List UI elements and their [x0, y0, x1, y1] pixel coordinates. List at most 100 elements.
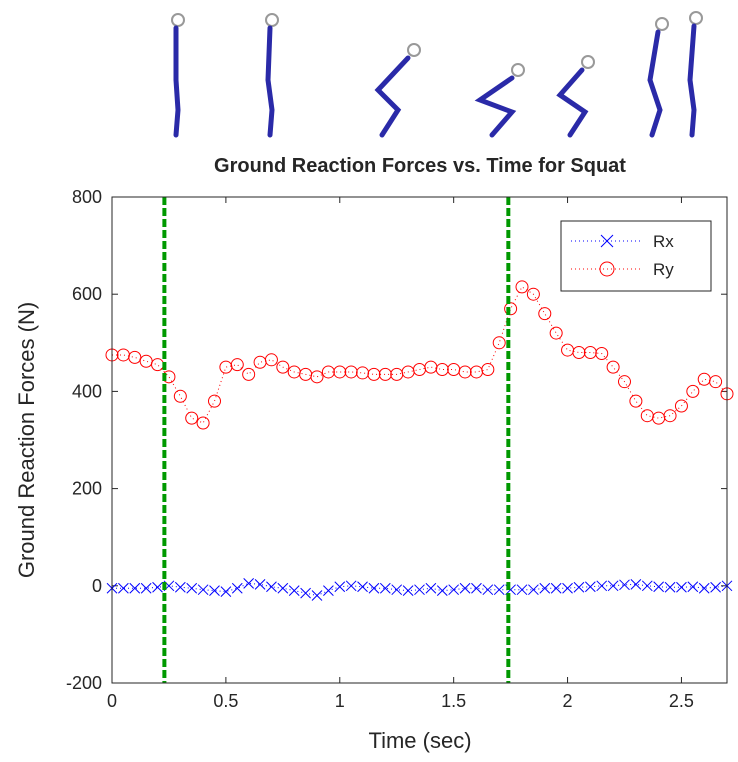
- marker: [526, 287, 540, 301]
- marker: [687, 581, 699, 593]
- marker: [664, 581, 676, 593]
- marker: [414, 584, 425, 596]
- marker: [323, 585, 334, 597]
- marker: [311, 590, 323, 601]
- marker: [264, 353, 278, 367]
- marker: [619, 579, 630, 591]
- marker: [676, 581, 687, 593]
- legend-label: Rx: [653, 232, 674, 251]
- x-tick-label: 2.5: [669, 691, 694, 711]
- y-tick-label: 600: [72, 284, 102, 304]
- marker: [185, 411, 199, 425]
- marker: [607, 580, 619, 592]
- marker: [173, 389, 187, 403]
- marker: [674, 399, 688, 413]
- legend-label: Ry: [653, 260, 674, 279]
- y-axis-label: Ground Reaction Forces (N): [14, 302, 39, 578]
- marker: [425, 582, 437, 594]
- marker: [391, 584, 403, 596]
- marker: [197, 584, 209, 596]
- marker: [140, 582, 152, 594]
- y-tick-label: 0: [92, 576, 102, 596]
- chart-title: Ground Reaction Forces vs. Time for Squa…: [214, 155, 626, 177]
- marker: [300, 587, 311, 599]
- marker: [528, 584, 539, 596]
- marker: [448, 584, 460, 596]
- marker: [458, 365, 472, 379]
- marker: [583, 346, 597, 360]
- marker: [174, 581, 186, 593]
- marker: [334, 581, 346, 593]
- marker: [492, 336, 506, 350]
- marker: [220, 586, 232, 597]
- marker: [231, 582, 243, 594]
- marker: [266, 581, 277, 593]
- marker: [641, 580, 653, 592]
- marker: [618, 375, 631, 389]
- marker: [459, 582, 471, 594]
- axes-frame: [111, 196, 728, 684]
- marker: [538, 307, 552, 321]
- marker: [710, 581, 721, 593]
- marker: [254, 578, 266, 590]
- marker: [686, 384, 700, 398]
- y-tick-label: 400: [72, 381, 102, 401]
- marker: [516, 584, 528, 596]
- marker: [435, 363, 449, 377]
- marker: [471, 582, 482, 594]
- y-tick-label: -200: [66, 673, 102, 693]
- squat-illustrations: [171, 11, 703, 138]
- marker: [663, 409, 677, 423]
- x-tick-label: 1.5: [441, 691, 466, 711]
- marker: [152, 581, 163, 593]
- series-line: [112, 286, 728, 424]
- marker: [310, 370, 324, 384]
- marker: [186, 582, 198, 594]
- marker: [562, 582, 573, 594]
- marker: [584, 581, 596, 593]
- marker: [436, 585, 448, 597]
- marker: [230, 358, 244, 372]
- marker: [128, 350, 142, 364]
- marker: [344, 365, 358, 379]
- marker: [196, 416, 210, 430]
- marker: [118, 582, 129, 594]
- x-axis-label: Time (sec): [368, 728, 471, 753]
- legend-marker: [599, 261, 615, 277]
- marker: [276, 360, 290, 374]
- marker: [367, 367, 381, 381]
- marker: [481, 363, 495, 377]
- marker: [653, 581, 665, 593]
- marker: [333, 365, 347, 379]
- x-tick-label: 0.5: [213, 691, 238, 711]
- marker: [321, 365, 335, 379]
- y-tick-label: 200: [72, 479, 102, 499]
- marker: [482, 584, 494, 596]
- marker: [595, 346, 609, 360]
- marker: [402, 585, 414, 597]
- marker: [629, 394, 643, 408]
- marker: [288, 585, 300, 597]
- x-tick-label: 1: [335, 691, 345, 711]
- marker: [709, 375, 723, 389]
- marker: [539, 582, 551, 594]
- marker: [698, 582, 710, 594]
- marker: [208, 394, 221, 408]
- marker: [378, 367, 392, 381]
- marker: [596, 580, 608, 592]
- marker: [515, 280, 529, 294]
- marker: [606, 360, 620, 374]
- marker: [504, 302, 518, 316]
- marker: [379, 582, 391, 594]
- marker: [242, 367, 256, 381]
- marker: [573, 581, 585, 593]
- y-tick-label: 800: [72, 187, 102, 207]
- marker: [129, 582, 141, 594]
- marker: [630, 578, 642, 590]
- marker: [243, 578, 255, 589]
- marker: [549, 326, 563, 340]
- marker: [209, 585, 220, 597]
- marker: [368, 582, 380, 594]
- marker: [493, 584, 505, 596]
